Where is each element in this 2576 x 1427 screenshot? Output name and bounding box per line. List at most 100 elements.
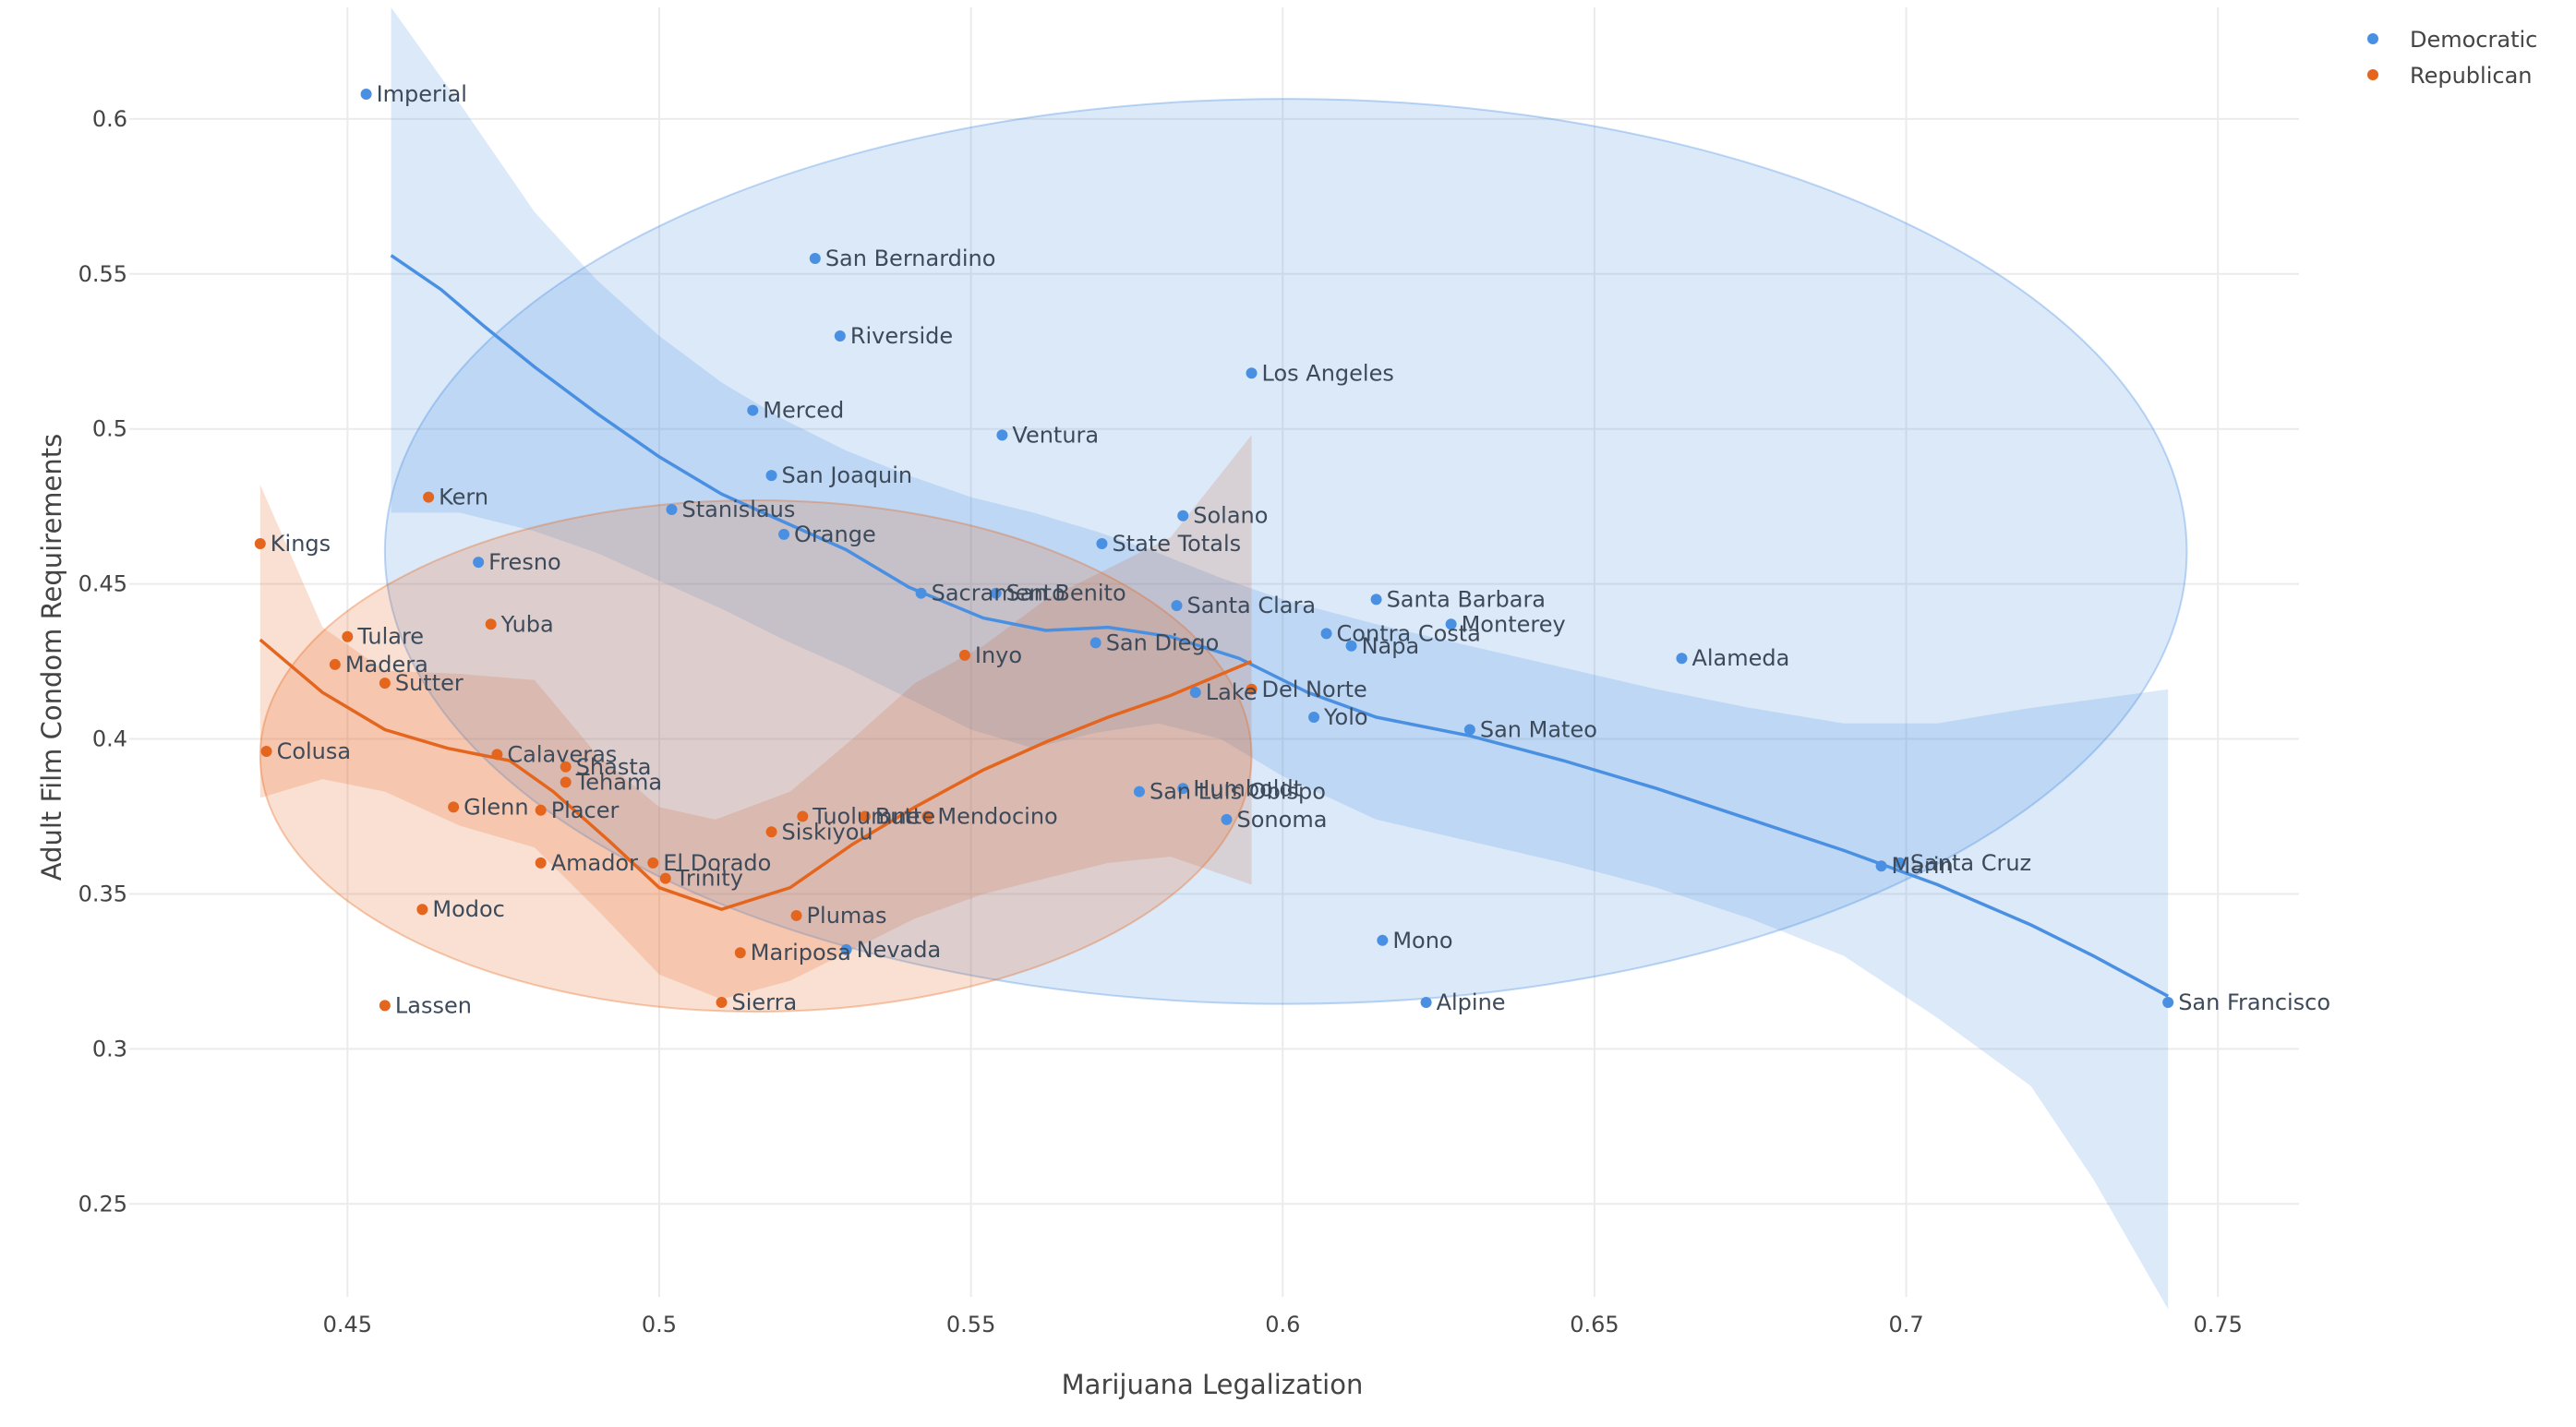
label-merced: Merced <box>763 398 844 424</box>
point-marin[interactable] <box>1875 860 1887 872</box>
point-sutter[interactable] <box>379 678 391 690</box>
point-kings[interactable] <box>254 537 266 549</box>
label-del-norte: Del Norte <box>1262 677 1367 702</box>
label-santa-barbara: Santa Barbara <box>1387 586 1546 612</box>
point-san-mateo[interactable] <box>1463 724 1475 736</box>
legend-item-republican[interactable]: Republican <box>2367 63 2533 89</box>
label-san-diego: San Diego <box>1106 630 1220 655</box>
label-san-mateo: San Mateo <box>1480 716 1597 742</box>
label-kings: Kings <box>271 531 331 557</box>
point-san-luis-obispo[interactable] <box>1133 785 1145 797</box>
point-solano[interactable] <box>1177 510 1189 522</box>
point-imperial[interactable] <box>360 89 372 101</box>
label-san-luis-obispo: San Luis Obispo <box>1150 779 1326 805</box>
point-modoc[interactable] <box>416 904 428 916</box>
label-kern: Kern <box>439 485 488 510</box>
point-alameda[interactable] <box>1676 653 1688 665</box>
point-colusa[interactable] <box>260 745 272 757</box>
point-del-norte[interactable] <box>1246 683 1258 695</box>
point-glenn[interactable] <box>448 801 460 813</box>
label-san-benito: San Benito <box>1006 581 1126 606</box>
label-san-joaquin: San Joaquin <box>782 462 913 488</box>
label-colusa: Colusa <box>277 738 352 764</box>
point-madera[interactable] <box>329 658 341 670</box>
x-tick-label: 0.65 <box>1570 1312 1619 1337</box>
label-alpine: Alpine <box>1437 989 1506 1015</box>
point-mono[interactable] <box>1377 934 1389 946</box>
label-marin: Marin <box>1892 853 1954 879</box>
grid-lines <box>129 7 2299 1297</box>
legend-item-democratic[interactable]: Democratic <box>2367 27 2537 53</box>
point-contra-costa[interactable] <box>1320 628 1332 640</box>
point-lassen[interactable] <box>379 1000 391 1012</box>
point-riverside[interactable] <box>834 330 846 342</box>
point-merced[interactable] <box>747 404 759 416</box>
point-el-dorado[interactable] <box>647 857 659 869</box>
point-tehama[interactable] <box>560 776 572 788</box>
point-san-joaquin[interactable] <box>765 470 777 482</box>
point-yolo[interactable] <box>1308 712 1320 724</box>
point-napa[interactable] <box>1345 640 1357 652</box>
point-los-angeles[interactable] <box>1246 367 1258 379</box>
point-sonoma[interactable] <box>1221 813 1233 825</box>
point-orange[interactable] <box>778 528 790 540</box>
point-sierra[interactable] <box>716 996 728 1008</box>
y-tick-label: 0.35 <box>78 881 127 906</box>
point-inyo[interactable] <box>958 649 970 661</box>
point-trinity[interactable] <box>659 872 671 884</box>
label-glenn: Glenn <box>463 794 528 820</box>
label-fresno: Fresno <box>488 549 561 575</box>
point-fresno[interactable] <box>473 557 485 569</box>
y-tick-label: 0.6 <box>92 106 127 132</box>
point-amador[interactable] <box>535 857 547 869</box>
point-mariposa[interactable] <box>734 947 746 959</box>
point-yuba[interactable] <box>485 618 497 630</box>
point-santa-cruz[interactable] <box>1894 857 1906 869</box>
point-lake[interactable] <box>1189 687 1201 699</box>
point-tulare[interactable] <box>342 630 354 642</box>
republican-ellipse <box>259 498 1253 1013</box>
point-san-francisco[interactable] <box>2162 996 2174 1008</box>
label-los-angeles: Los Angeles <box>1262 360 1394 386</box>
y-tick-label: 0.25 <box>78 1191 127 1217</box>
label-state-totals: State Totals <box>1112 531 1241 557</box>
point-san-benito[interactable] <box>990 587 1002 599</box>
axis-ticks: 0.45 0.5 0.55 0.6 0.65 0.7 0.75 0.25 0.3 0.35 0.4 0… <box>78 106 2243 1337</box>
point-san-bernardino[interactable] <box>809 253 821 265</box>
label-lassen: Lassen <box>395 992 472 1018</box>
label-solano: Solano <box>1193 503 1268 529</box>
group-ellipses <box>259 98 2188 1013</box>
point-mendocino[interactable] <box>921 810 933 822</box>
point-humboldt[interactable] <box>1177 783 1189 795</box>
label-contra-costa: Contra Costa <box>1337 620 1481 646</box>
point-butte[interactable] <box>859 810 871 822</box>
point-santa-clara[interactable] <box>1171 600 1183 612</box>
point-tuolumne[interactable] <box>797 810 809 822</box>
point-plumas[interactable] <box>790 909 802 921</box>
point-placer[interactable] <box>535 804 547 816</box>
point-santa-barbara[interactable] <box>1370 594 1382 606</box>
label-trinity: Trinity <box>675 866 743 892</box>
point-calaveras[interactable] <box>491 749 503 761</box>
label-amador: Amador <box>551 850 638 876</box>
label-orange: Orange <box>794 522 876 547</box>
data-points <box>254 89 2174 1012</box>
label-sonoma: Sonoma <box>1237 807 1328 833</box>
point-san-diego[interactable] <box>1089 637 1101 649</box>
label-tehama: Tehama <box>575 770 662 796</box>
point-alpine[interactable] <box>1420 996 1432 1008</box>
point-shasta[interactable] <box>560 761 572 773</box>
x-tick-label: 0.5 <box>642 1312 677 1337</box>
republican-smooth-line <box>259 638 1253 912</box>
point-sacramento[interactable] <box>915 587 927 599</box>
label-madera: Madera <box>345 652 428 678</box>
point-kern[interactable] <box>423 491 435 503</box>
point-siskiyou[interactable] <box>765 826 777 838</box>
point-monterey[interactable] <box>1445 618 1457 630</box>
point-state-totals[interactable] <box>1096 537 1108 549</box>
point-ventura[interactable] <box>996 429 1008 441</box>
point-stanislaus[interactable] <box>666 504 678 516</box>
label-calaveras: Calaveras <box>507 741 617 767</box>
democratic-confidence-band <box>391 7 2169 1310</box>
point-nevada[interactable] <box>840 943 852 955</box>
